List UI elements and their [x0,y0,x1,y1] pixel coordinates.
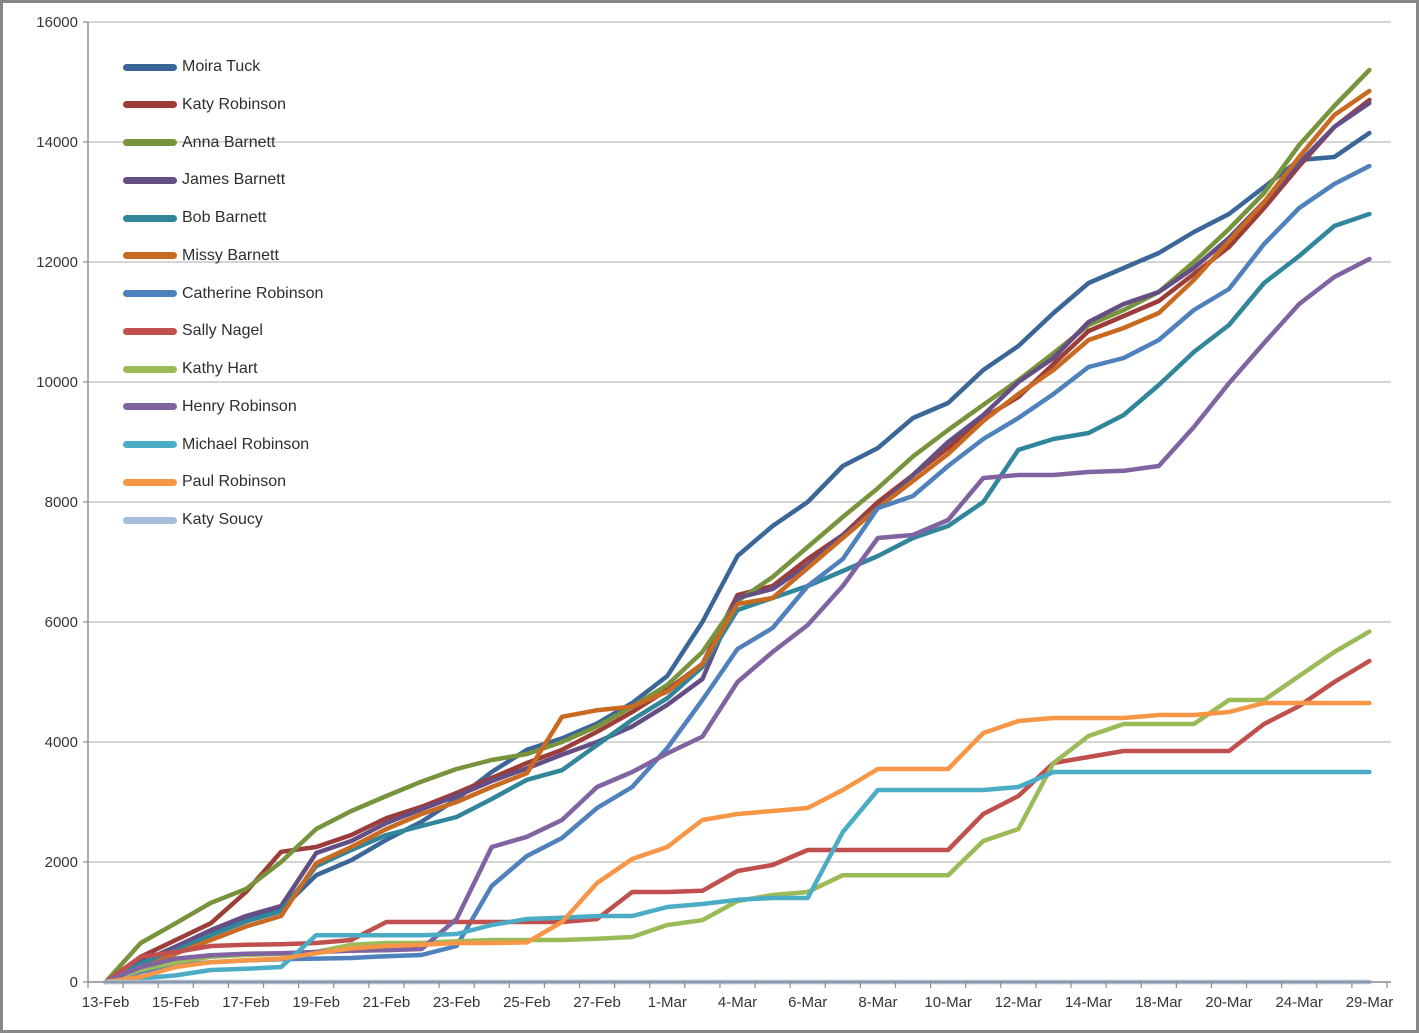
x-tick-label: 8-Mar [858,994,897,1011]
x-tick-label: 6-Mar [788,994,827,1011]
x-tick-label: 19-Feb [292,994,340,1011]
x-tick-label: 13-Feb [82,994,130,1011]
series-lines [103,67,1372,985]
y-tick-label: 2000 [45,854,78,871]
x-tick-label: 1-Mar [648,994,687,1011]
x-tick-label: 15-Feb [152,994,200,1011]
series-line-michael-robinson [103,769,1372,985]
y-tick-label: 6000 [45,614,78,631]
x-tick-label: 21-Feb [363,994,411,1011]
x-tick-label: 10-Mar [924,994,972,1011]
y-tick-label: 4000 [45,734,78,751]
axes [83,21,1391,988]
y-axis-labels: 0 2000 4000 6000 8000 10000 12000 14000 16000 [36,14,78,991]
x-axis-labels: 13-Feb 15-Feb 17-Feb 19-Feb 21-Feb 23-Feb 25-F… [82,994,1393,1011]
series-line-missy-barnett [103,88,1372,985]
series-line-sally-nagel [103,658,1372,985]
y-tick-label: 14000 [36,134,78,151]
y-tick-label: 8000 [45,494,78,511]
y-tick-label: 12000 [36,254,78,271]
x-tick-label: 17-Feb [222,994,270,1011]
x-tick-label: 23-Feb [433,994,481,1011]
y-tick-label: 16000 [36,14,78,31]
series-line-james-barnett [103,100,1372,985]
x-tick-label: 20-Mar [1205,994,1253,1011]
y-tick-label: 10000 [36,374,78,391]
x-tick-label: 24-Mar [1275,994,1323,1011]
x-tick-label: 29-Mar [1346,994,1394,1011]
x-tick-label: 18-Mar [1135,994,1183,1011]
series-line-paul-robinson [103,700,1372,985]
y-tick-label: 0 [70,974,78,991]
series-line-katy-robinson [103,97,1372,985]
x-tick-label: 4-Mar [718,994,757,1011]
series-line-anna-barnett [103,67,1372,985]
series-line-catherine-robinson [103,163,1372,985]
x-tick-label: 25-Feb [503,994,551,1011]
x-tick-label: 27-Feb [573,994,621,1011]
line-chart: 0 2000 4000 6000 8000 10000 12000 14000 16000 13-… [36,14,1393,1011]
gridlines [88,21,1391,863]
series-line-moira-tuck [103,130,1372,985]
x-tick-label: 14-Mar [1065,994,1113,1011]
x-tick-label: 12-Mar [995,994,1043,1011]
